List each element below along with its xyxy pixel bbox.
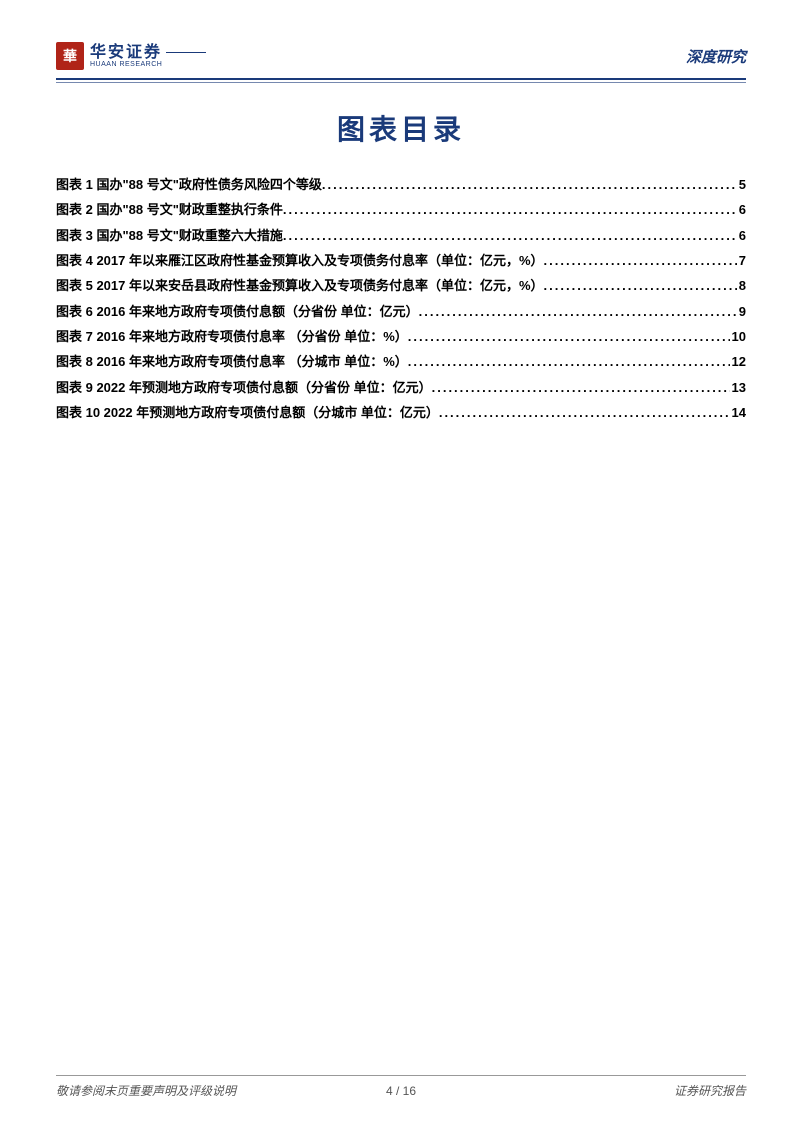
toc-page: 6 <box>737 223 746 248</box>
toc-dots-icon <box>283 223 737 248</box>
toc-label: 图表 4 2017 年以来雁江区政府性基金预算收入及专项债务付息率（单位：亿元，… <box>56 248 544 273</box>
toc-label: 图表 5 2017 年以来安岳县政府性基金预算收入及专项债务付息率（单位：亿元，… <box>56 273 544 298</box>
toc-label: 图表 9 2022 年预测地方政府专项债付息额（分省份 单位：亿元） <box>56 375 432 400</box>
toc-row: 图表 6 2016 年来地方政府专项债付息额（分省份 单位：亿元） 9 <box>56 299 746 324</box>
toc-dots-icon <box>544 273 737 298</box>
toc-label: 图表 7 2016 年来地方政府专项债付息率 （分省份 单位：%） <box>56 324 408 349</box>
logo-text: 华安证券 HUAAN RESEARCH <box>90 45 206 68</box>
toc-row: 图表 2 国办"88 号文"财政重整执行条件 6 <box>56 197 746 222</box>
toc-label: 图表 8 2016 年来地方政府专项债付息率 （分城市 单位：%） <box>56 349 408 374</box>
page-header: 華 华安证券 HUAAN RESEARCH 深度研究 <box>56 42 746 80</box>
toc-label: 图表 10 2022 年预测地方政府专项债付息额（分城市 单位：亿元） <box>56 400 439 425</box>
toc-row: 图表 5 2017 年以来安岳县政府性基金预算收入及专项债务付息率（单位：亿元，… <box>56 273 746 298</box>
header-category: 深度研究 <box>686 46 746 67</box>
toc-dots-icon <box>544 248 737 273</box>
toc-dots-icon <box>432 375 730 400</box>
toc-dots-icon <box>408 349 730 374</box>
toc-label: 图表 1 国办"88 号文"政府性债务风险四个等级 <box>56 172 322 197</box>
toc-label: 图表 6 2016 年来地方政府专项债付息额（分省份 单位：亿元） <box>56 299 419 324</box>
toc-page: 13 <box>730 375 746 400</box>
toc-dots-icon <box>439 400 730 425</box>
toc-page: 7 <box>737 248 746 273</box>
toc-row: 图表 3 国办"88 号文"财政重整六大措施 6 <box>56 223 746 248</box>
toc-row: 图表 8 2016 年来地方政府专项债付息率 （分城市 单位：%） 12 <box>56 349 746 374</box>
toc-label: 图表 2 国办"88 号文"财政重整执行条件 <box>56 197 283 222</box>
toc-page: 6 <box>737 197 746 222</box>
toc-label: 图表 3 国办"88 号文"财政重整六大措施 <box>56 223 283 248</box>
toc-dots-icon <box>283 197 737 222</box>
toc-page: 5 <box>737 172 746 197</box>
logo-en: HUAAN RESEARCH <box>90 61 206 68</box>
toc-row: 图表 9 2022 年预测地方政府专项债付息额（分省份 单位：亿元） 13 <box>56 375 746 400</box>
toc-dots-icon <box>322 172 737 197</box>
logo-block: 華 华安证券 HUAAN RESEARCH <box>56 42 206 70</box>
toc-row: 图表 1 国办"88 号文"政府性债务风险四个等级 5 <box>56 172 746 197</box>
toc-dots-icon <box>408 324 730 349</box>
logo-cn: 华安证券 <box>90 45 206 61</box>
toc-page: 8 <box>737 273 746 298</box>
footer-disclaimer: 敬请参阅末页重要声明及评级说明 <box>56 1082 236 1099</box>
page: 華 华安证券 HUAAN RESEARCH 深度研究 图表目录 图表 1 国办"… <box>0 0 802 1133</box>
toc-row: 图表 4 2017 年以来雁江区政府性基金预算收入及专项债务付息率（单位：亿元，… <box>56 248 746 273</box>
logo-cn-text: 华安证券 <box>90 44 162 61</box>
toc-page: 12 <box>730 349 746 374</box>
toc-page: 14 <box>730 400 746 425</box>
page-footer: 敬请参阅末页重要声明及评级说明 4 / 16 证券研究报告 <box>56 1075 746 1099</box>
toc-dots-icon <box>419 299 737 324</box>
toc-page: 10 <box>730 324 746 349</box>
footer-report-type: 证券研究报告 <box>674 1082 746 1099</box>
logo-dash-icon <box>166 52 206 53</box>
page-title: 图表目录 <box>56 108 746 148</box>
toc-row: 图表 7 2016 年来地方政府专项债付息率 （分省份 单位：%） 10 <box>56 324 746 349</box>
logo-mark-icon: 華 <box>56 42 84 70</box>
toc-row: 图表 10 2022 年预测地方政府专项债付息额（分城市 单位：亿元） 14 <box>56 400 746 425</box>
toc-page: 9 <box>737 299 746 324</box>
toc-list: 图表 1 国办"88 号文"政府性债务风险四个等级 5 图表 2 国办"88 号… <box>56 172 746 425</box>
